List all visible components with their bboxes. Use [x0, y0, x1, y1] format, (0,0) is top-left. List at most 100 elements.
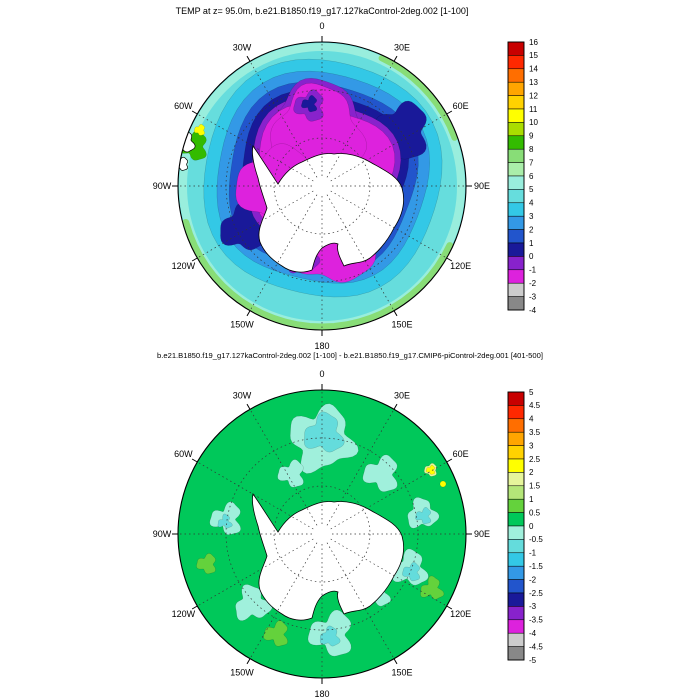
colorbar-cell [507, 592, 525, 607]
colorbar-tick-label: 9 [529, 132, 534, 141]
colorbar-cell [507, 148, 525, 163]
top-graticule [178, 42, 466, 330]
colorbar-cell [507, 579, 525, 594]
colorbar-tick-label: 2.5 [529, 455, 541, 464]
colorbar-cell [507, 81, 525, 96]
colorbar-cell [507, 202, 525, 217]
colorbar-cell [507, 539, 525, 554]
colorbar-tick-label: 4 [529, 199, 534, 208]
colorbar-tick-label: 1 [529, 495, 534, 504]
colorbar-cell [507, 498, 525, 513]
colorbar-tick-label: -5 [529, 656, 537, 665]
bottom-longitude-labels: 0 30E 60E 90E 120E 150E 180 150W 120W 90W 60W 30W [153, 369, 490, 699]
boundary-tick [246, 310, 251, 317]
longitude-label: 60E [453, 101, 469, 111]
field-contour-layer [304, 411, 345, 453]
field-contour-layer [425, 464, 436, 475]
colorbar-tick-label: 10 [529, 118, 538, 127]
longitude-label: 90E [474, 181, 490, 191]
colorbar-cell [507, 55, 525, 70]
colorbar-tick-label: 16 [529, 38, 538, 47]
field-contour-layer [263, 620, 288, 647]
colorbar-cell [507, 431, 525, 446]
colorbar-tick-label: 3.5 [529, 428, 541, 437]
colorbar-tick-label: 3 [529, 212, 534, 221]
boundary-tick [191, 605, 198, 610]
longitude-label: 150E [391, 668, 412, 678]
colorbar-tick-label: 4.5 [529, 401, 541, 410]
colorbar-cell [507, 391, 525, 406]
boundary-tick [246, 658, 251, 665]
bottom-chart-title: b.e21.B1850.f19_g17.127kaControl-2deg.00… [157, 351, 543, 360]
top-map: 0 30E 60E 90E 120E 150E 180 150W 120W 90W 60W 30W [153, 21, 490, 351]
colorbar-cell [507, 606, 525, 621]
colorbar-cell [507, 282, 525, 297]
longitude-label: 30E [394, 390, 410, 400]
colorbar-tick-label: 12 [529, 91, 538, 100]
colorbar-tick-label: 4 [529, 415, 534, 424]
colorbar-cell [507, 632, 525, 647]
top-longitude-labels: 0 30E 60E 90E 120E 150E 180 150W 120W 90W 60W 30W [153, 21, 490, 351]
colorbar-tick-label: -1 [529, 549, 537, 558]
boundary-tick [191, 257, 198, 262]
colorbar-cell [507, 512, 525, 527]
field-contour-layer [362, 454, 398, 493]
colorbar-cell [507, 41, 525, 56]
colorbar-tick-label: 11 [529, 105, 538, 114]
longitude-label: 150W [230, 668, 254, 678]
colorbar-tick-label: 0 [529, 522, 534, 531]
boundary-tick [246, 55, 251, 62]
boundary-tick [446, 110, 453, 115]
colorbar-tick-label: 3 [529, 441, 534, 450]
colorbar-tick-label: 8 [529, 145, 534, 154]
boundary-tick [446, 257, 453, 262]
colorbar-cell [507, 269, 525, 284]
colorbar-tick-label: -4.5 [529, 642, 543, 651]
longitude-label: 90W [153, 529, 172, 539]
longitude-label: 30W [233, 390, 252, 400]
colorbar-cell [507, 95, 525, 110]
longitude-label: 120E [450, 261, 471, 271]
colorbar-border [507, 41, 525, 311]
boundary-tick [393, 658, 398, 665]
longitude-label: 120W [172, 609, 196, 619]
colorbar-tick-label: 5 [529, 185, 534, 194]
colorbar-cell [507, 122, 525, 137]
boundary-tick [393, 310, 398, 317]
longitude-label: 60W [174, 101, 193, 111]
colorbar-tick-label: -4 [529, 629, 537, 638]
longitude-label: 30E [394, 42, 410, 52]
colorbar-tick-label: 1.5 [529, 482, 541, 491]
longitude-label: 30W [233, 42, 252, 52]
longitude-label: 150W [230, 320, 254, 330]
colorbar-cell [507, 405, 525, 420]
colorbar-tick-label: -2 [529, 575, 537, 584]
colorbar-cell [507, 646, 525, 661]
colorbar-tick-label: -3 [529, 602, 537, 611]
field-contour-arc [378, 55, 458, 141]
colorbar-tick-label: 7 [529, 158, 534, 167]
graticule-latitude-circle [273, 485, 371, 583]
longitude-label: 120E [450, 609, 471, 619]
longitude-label: 0 [319, 21, 324, 31]
colorbar-cell [507, 242, 525, 257]
bottom-map-boundary-ticks [172, 384, 472, 684]
colorbar-tick-label: 15 [529, 51, 538, 60]
bottom-map: 0 30E 60E 90E 120E 150E 180 150W 120W 90W 60W 30W [153, 369, 490, 699]
land-patch [178, 156, 188, 171]
colorbar-tick-label: 2 [529, 225, 534, 234]
colorbar-tick-label: 1 [529, 239, 534, 248]
longitude-label: 90W [153, 181, 172, 191]
boundary-tick [246, 403, 251, 410]
colorbar-tick-label: 14 [529, 65, 538, 74]
colorbar-tick-label: 5 [529, 388, 534, 397]
colorbar-cell [507, 229, 525, 244]
field-contour-layer [193, 123, 205, 136]
field-contour-layer [420, 575, 445, 600]
boundary-tick [393, 403, 398, 410]
longitude-label: 60W [174, 449, 193, 459]
colorbar-tick-label: -4 [529, 306, 537, 315]
bottom-colorbar: 5 4.5 4 3.5 3 2.5 2 1.5 1 0.5 0 -0.5 -1 -1.5 -2 -2.5 -3 -… [507, 388, 543, 665]
colorbar-cell [507, 565, 525, 580]
